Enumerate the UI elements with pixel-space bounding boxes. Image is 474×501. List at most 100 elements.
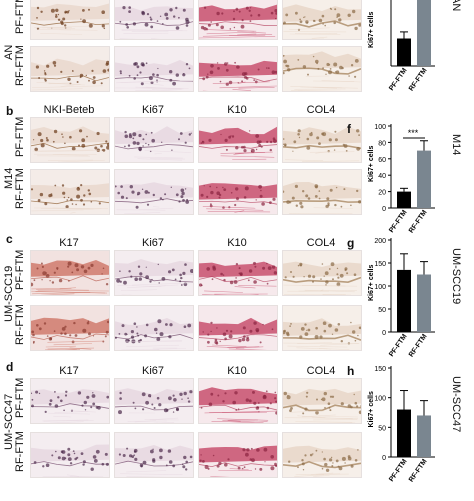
- histology-image-0-0-3: [282, 0, 362, 40]
- tissue-section-graphic: [199, 118, 277, 162]
- cell-line-label: UM-SCC47: [3, 394, 15, 450]
- tissue-section-graphic: [115, 379, 193, 423]
- y-tick-label: 20: [378, 190, 386, 197]
- histology-image-1-1-3: [282, 169, 362, 215]
- x-tick-label: PF-FTM: [388, 209, 409, 234]
- chart-panel-letter: f: [347, 122, 351, 136]
- column-header: COL4: [281, 104, 361, 116]
- histology-image-2-1-3: [282, 305, 362, 351]
- tissue-section-graphic: [283, 433, 361, 477]
- panel-letter: c: [6, 232, 13, 246]
- histology-image-3-1-0: [30, 432, 110, 478]
- panel-letter: d: [6, 360, 13, 374]
- histology-image-0-1-3: [282, 46, 362, 92]
- histology-image-2-0-0: [30, 250, 110, 296]
- y-tick-label: 100: [374, 124, 386, 131]
- y-tick-label: 150: [374, 366, 386, 373]
- significance-marker: ***: [408, 128, 419, 138]
- chart-cell-line-label: UM-SCC47: [450, 376, 462, 432]
- cell-line-label: UM-SCC19: [3, 266, 15, 322]
- column-header: K17: [29, 365, 109, 377]
- histology-image-0-0-0: [30, 0, 110, 40]
- histology-image-0-1-1: [114, 46, 194, 92]
- tissue-section-graphic: [31, 0, 109, 39]
- row-label: PF-FTM: [14, 378, 26, 418]
- tissue-section-graphic: [115, 47, 193, 91]
- histology-image-3-0-2: [198, 378, 278, 424]
- tissue-section-graphic: [115, 118, 193, 162]
- histology-image-1-0-2: [198, 117, 278, 163]
- y-tick-label: 0: [382, 455, 386, 462]
- chart-panel-letter: h: [347, 364, 354, 378]
- tissue-section-graphic: [31, 251, 109, 295]
- bar-pf-ftm: [397, 410, 411, 457]
- y-axis-label: Ki67+ cells: [368, 12, 375, 48]
- column-header: K10: [197, 237, 277, 249]
- histology-image-1-1-2: [198, 169, 278, 215]
- x-tick-label: PF-FTM: [388, 333, 409, 358]
- tissue-section-graphic: [31, 118, 109, 162]
- row-label: PF-FTM: [14, 117, 26, 157]
- y-tick-label: 0: [382, 330, 386, 337]
- tissue-section-graphic: [31, 306, 109, 350]
- x-tick-label: RF-FTM: [408, 209, 429, 234]
- x-tick-label: PF-FTM: [388, 458, 409, 483]
- y-tick-label: 40: [378, 173, 386, 180]
- column-header: NKI-Beteb: [29, 104, 109, 116]
- tissue-section-graphic: [199, 379, 277, 423]
- histology-image-1-1-1: [114, 169, 194, 215]
- tissue-section-graphic: [115, 0, 193, 39]
- tissue-section-graphic: [31, 47, 109, 91]
- row-label: RF-FTM: [14, 304, 26, 345]
- bar-rf-ftm: [417, 151, 431, 208]
- x-tick-label: PF-FTM: [388, 67, 409, 92]
- y-tick-label: 50: [378, 307, 386, 314]
- tissue-section-graphic: [115, 170, 193, 214]
- histology-image-1-1-0: [30, 169, 110, 215]
- tissue-section-graphic: [199, 47, 277, 91]
- tissue-section-graphic: [199, 251, 277, 295]
- tissue-section-graphic: [199, 433, 277, 477]
- x-tick-label: RF-FTM: [408, 333, 429, 358]
- bar-pf-ftm: [397, 192, 411, 208]
- column-header: Ki67: [113, 365, 193, 377]
- column-header: Ki67: [113, 104, 193, 116]
- tissue-section-graphic: [31, 433, 109, 477]
- bar-pf-ftm: [397, 270, 411, 332]
- column-header: K10: [197, 365, 277, 377]
- bar-rf-ftm: [417, 415, 431, 457]
- y-tick-label: 200: [374, 238, 386, 245]
- histology-image-2-1-1: [114, 305, 194, 351]
- bar-pf-ftm: [397, 39, 411, 67]
- tissue-section-graphic: [115, 433, 193, 477]
- tissue-section-graphic: [115, 306, 193, 350]
- y-tick-label: 50: [378, 425, 386, 432]
- histology-image-0-1-0: [30, 46, 110, 92]
- histology-image-3-0-1: [114, 378, 194, 424]
- y-axis-label: Ki67+ cells: [368, 391, 375, 427]
- bar-rf-ftm: [417, 275, 431, 333]
- column-header: K17: [29, 237, 109, 249]
- histology-image-0-1-2: [198, 46, 278, 92]
- row-label: RF-FTM: [14, 431, 26, 472]
- y-axis-label: Ki67+ cells: [368, 265, 375, 301]
- histology-image-3-0-0: [30, 378, 110, 424]
- tissue-section-graphic: [283, 170, 361, 214]
- tissue-section-graphic: [283, 306, 361, 350]
- histology-image-1-0-0: [30, 117, 110, 163]
- x-tick-label: RF-FTM: [408, 67, 429, 92]
- row-label: RF-FTM: [14, 45, 26, 86]
- histology-image-2-0-3: [282, 250, 362, 296]
- tissue-section-graphic: [31, 379, 109, 423]
- row-label: PF-FTM: [14, 0, 26, 34]
- histology-image-2-1-2: [198, 305, 278, 351]
- x-tick-label: RF-FTM: [408, 458, 429, 483]
- tissue-section-graphic: [199, 306, 277, 350]
- tissue-section-graphic: [283, 379, 361, 423]
- chart-panel-letter: g: [347, 236, 354, 250]
- histology-image-3-1-3: [282, 432, 362, 478]
- y-tick-label: 0: [382, 206, 386, 213]
- y-tick-label: 60: [378, 157, 386, 164]
- column-header: K10: [197, 104, 277, 116]
